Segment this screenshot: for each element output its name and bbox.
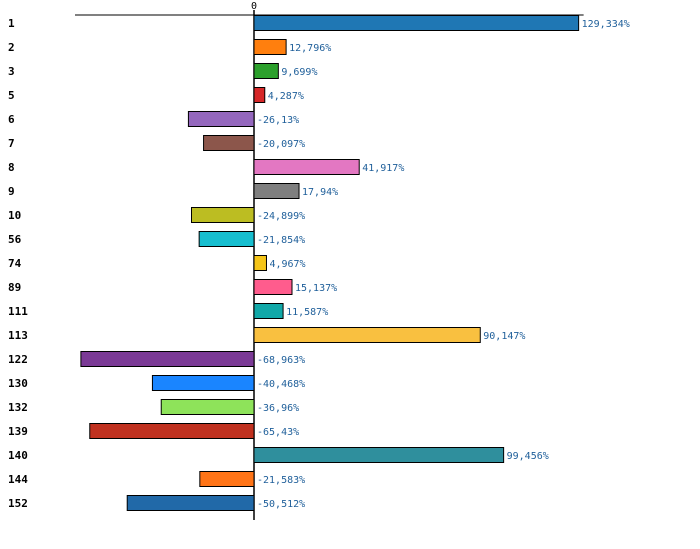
bar [151,375,255,391]
value-label: 4,287% [268,91,304,102]
bar [203,135,255,151]
value-label: -20,097% [257,139,305,150]
category-label: 144 [8,473,28,486]
category-label: 1 [8,17,15,30]
bar [191,207,255,223]
category-label: 139 [8,425,28,438]
bar [253,87,266,103]
value-label: 41,917% [362,163,404,174]
category-label: 9 [8,185,15,198]
bar [187,111,255,127]
zero-tick-label: 0 [251,1,257,12]
category-label: 10 [8,209,21,222]
value-label: 11,587% [286,307,328,318]
bar [126,495,255,511]
value-label: -50,512% [257,499,305,510]
value-label: 4,967% [269,259,305,270]
category-label: 5 [8,89,15,102]
bar [253,447,505,463]
value-label: 129,334% [582,19,630,30]
bar [253,63,279,79]
value-label: -26,13% [257,115,299,126]
value-label: 15,137% [295,283,337,294]
bar [253,15,580,31]
value-label: -65,43% [257,427,299,438]
category-label: 132 [8,401,28,414]
category-label: 152 [8,497,28,510]
value-label: -68,963% [257,355,305,366]
category-label: 7 [8,137,15,150]
value-label: 12,796% [289,43,331,54]
bar [253,279,293,295]
category-label: 140 [8,449,28,462]
category-label: 74 [8,257,22,270]
bar [253,39,287,55]
category-label: 89 [8,281,21,294]
category-label: 6 [8,113,15,126]
value-label: -36,96% [257,403,299,414]
value-label: 99,456% [507,451,549,462]
value-label: -24,899% [257,211,305,222]
bar [253,159,360,175]
value-label: 9,699% [281,67,317,78]
bar [253,303,284,319]
value-label: 90,147% [483,331,525,342]
bar [89,423,255,439]
category-label: 111 [8,305,28,318]
category-label: 56 [8,233,22,246]
bar [80,351,255,367]
bars-group: 1 129,334% 2 12,796% 3 9,699% 5 4,287% 6 -26,13% 7… [8,15,630,511]
category-label: 3 [8,65,15,78]
bar [198,231,255,247]
value-label: -21,583% [257,475,305,486]
category-label: 122 [8,353,28,366]
category-label: 130 [8,377,28,390]
value-label: 17,94% [302,187,338,198]
bar [199,471,255,487]
category-label: 113 [8,329,28,342]
bar [160,399,255,415]
bar [253,255,267,271]
bar [253,183,300,199]
category-label: 2 [8,41,15,54]
value-label: -40,468% [257,379,305,390]
bar [253,327,481,343]
category-label: 8 [8,161,15,174]
value-label: -21,854% [257,235,305,246]
